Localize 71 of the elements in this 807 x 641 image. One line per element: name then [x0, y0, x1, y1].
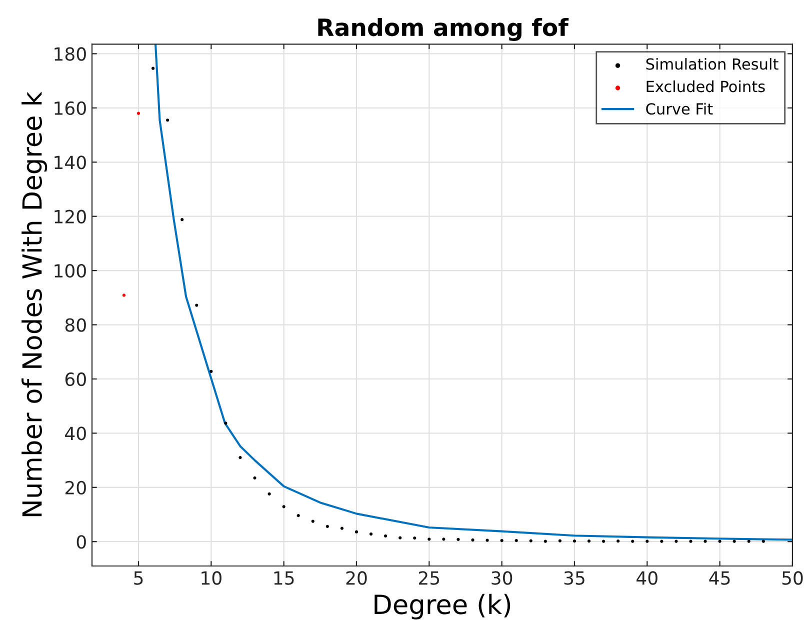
x-tick-label: 30	[492, 571, 512, 585]
point	[529, 539, 532, 542]
y-tick-label: 0	[76, 535, 86, 549]
point	[428, 538, 431, 541]
point	[471, 538, 474, 542]
y-tick-label: 100	[54, 264, 86, 278]
y-tick-label: 180	[54, 47, 86, 61]
chart-title: Random among fof	[318, 18, 569, 41]
point	[122, 294, 126, 297]
point	[616, 540, 620, 543]
x-tick-label: 5	[134, 571, 143, 585]
x-tick-label: 50	[782, 571, 803, 585]
y-tick-label: 20	[65, 480, 86, 495]
point	[224, 422, 228, 425]
point	[486, 538, 489, 542]
x-tick-label: 25	[418, 571, 440, 585]
point	[136, 112, 140, 115]
x-tick-label: 10	[202, 571, 222, 585]
y-tick-label: 160	[54, 101, 86, 116]
point	[572, 540, 576, 543]
point	[500, 538, 504, 542]
x-axis-title: Degree (k)	[374, 594, 510, 620]
point	[442, 538, 446, 541]
point	[282, 505, 286, 508]
point	[238, 456, 242, 460]
point	[732, 540, 736, 543]
point	[704, 540, 707, 543]
point	[674, 540, 678, 543]
point	[456, 538, 460, 541]
point	[413, 536, 416, 540]
point	[210, 370, 213, 373]
x-tick-label: 20	[346, 571, 367, 585]
point	[689, 540, 692, 543]
point	[398, 536, 402, 540]
point	[631, 540, 634, 543]
point	[646, 540, 649, 543]
point	[384, 534, 388, 538]
point	[180, 218, 184, 222]
x-tick-label: 40	[636, 571, 658, 585]
point	[296, 514, 300, 518]
point	[762, 540, 765, 543]
point	[747, 540, 750, 543]
point	[195, 304, 198, 307]
legend-label: Curve Fit	[646, 102, 713, 115]
point	[660, 540, 664, 543]
x-tick-label: 15	[274, 571, 294, 585]
y-tick-label: 40	[65, 426, 86, 440]
legend-label: Excluded Points	[646, 80, 765, 92]
point	[558, 539, 562, 542]
point	[718, 540, 722, 543]
x-tick-label: 45	[709, 571, 730, 585]
y-tick-label: 60	[65, 372, 86, 386]
point	[587, 540, 591, 543]
point	[166, 118, 170, 122]
point	[311, 520, 314, 523]
y-tick-label: 80	[65, 318, 86, 332]
point	[253, 476, 256, 480]
y-tick-label: 120	[54, 210, 86, 224]
point	[544, 540, 547, 543]
point	[514, 538, 518, 542]
point	[354, 530, 358, 534]
point	[151, 66, 155, 70]
point	[268, 492, 271, 496]
y-tick-label: 140	[54, 156, 86, 170]
x-tick-label: 35	[564, 571, 584, 585]
legend-label: Simulation Result	[646, 58, 778, 70]
y-axis-title: Number of Nodes With Degree k	[22, 92, 48, 516]
point	[326, 524, 329, 528]
point	[602, 540, 606, 543]
point	[340, 526, 344, 530]
point	[369, 532, 373, 536]
